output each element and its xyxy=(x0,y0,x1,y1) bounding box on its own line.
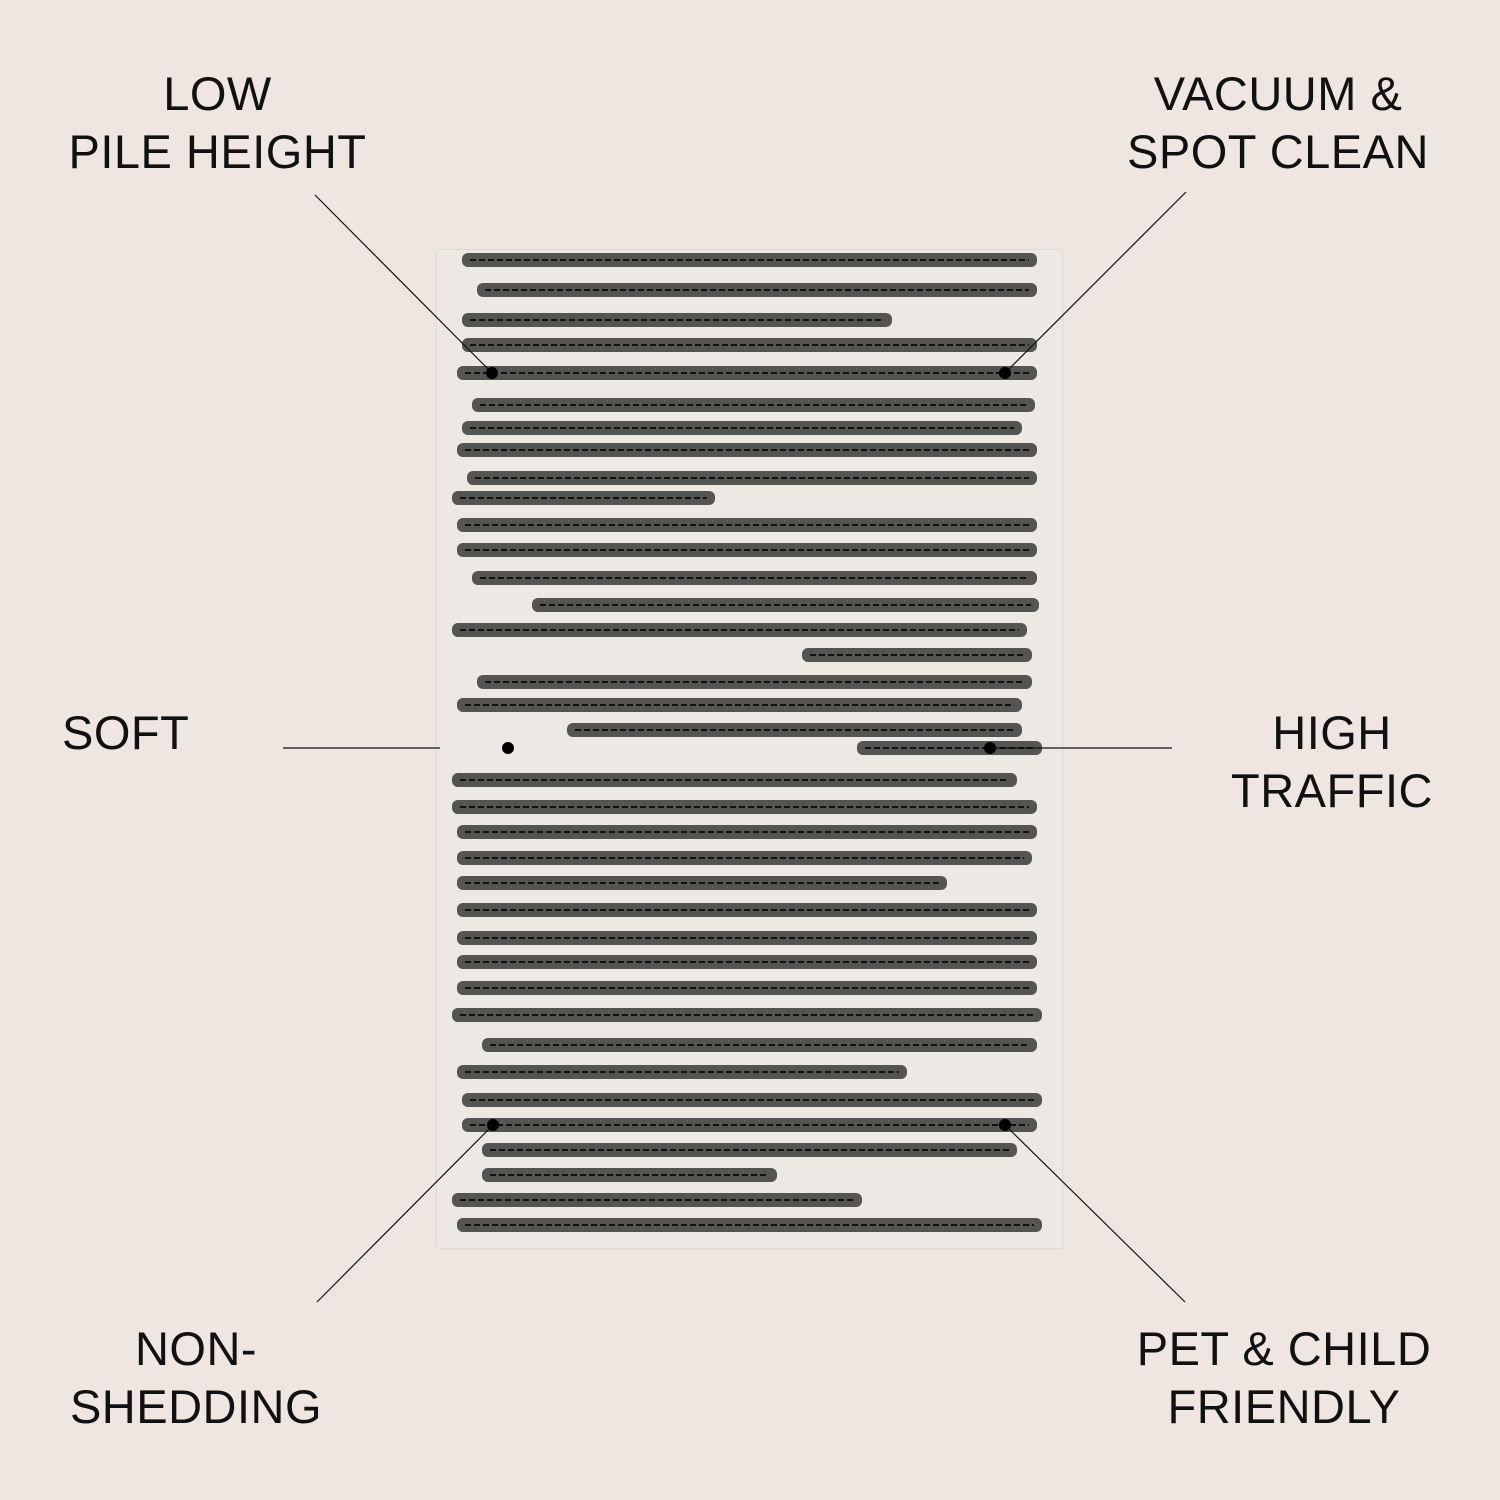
rug-stripe xyxy=(482,1143,1017,1157)
callout-dot-soft xyxy=(502,742,514,754)
callout-line-low-pile xyxy=(314,194,493,374)
rug-stripe xyxy=(477,675,1032,689)
rug-stripes xyxy=(452,253,1042,1232)
callout-line-pet-child xyxy=(1004,1124,1186,1303)
rug-stripe xyxy=(467,471,1037,485)
rug-stripe xyxy=(452,1008,1042,1022)
label-non-shedding: NON- SHEDDING xyxy=(69,1322,323,1433)
rug-stripe xyxy=(482,1038,1037,1052)
callout-line-vacuum xyxy=(1004,191,1187,374)
callout-line-non-shedding xyxy=(316,1124,494,1303)
callout-dot-non-shedding xyxy=(487,1119,499,1131)
rug-stripe xyxy=(802,648,1032,662)
label-pet-child-friendly: PET & CHILD FRIENDLY xyxy=(1136,1322,1432,1433)
callout-dot-low-pile xyxy=(486,367,498,379)
callout-dot-vacuum xyxy=(999,367,1011,379)
label-high-traffic: HIGH TRAFFIC xyxy=(1231,706,1433,817)
label-soft: SOFT xyxy=(62,706,190,759)
rug-image xyxy=(437,250,1062,1248)
label-vacuum-spot-clean: VACUUM & SPOT CLEAN xyxy=(1127,67,1429,178)
rug-stripe xyxy=(452,1193,862,1207)
rug-stripe xyxy=(452,491,715,505)
callout-dot-high-traffic xyxy=(984,742,996,754)
callout-dot-pet-child xyxy=(999,1119,1011,1131)
label-low-pile-height: LOW PILE HEIGHT xyxy=(68,67,367,178)
